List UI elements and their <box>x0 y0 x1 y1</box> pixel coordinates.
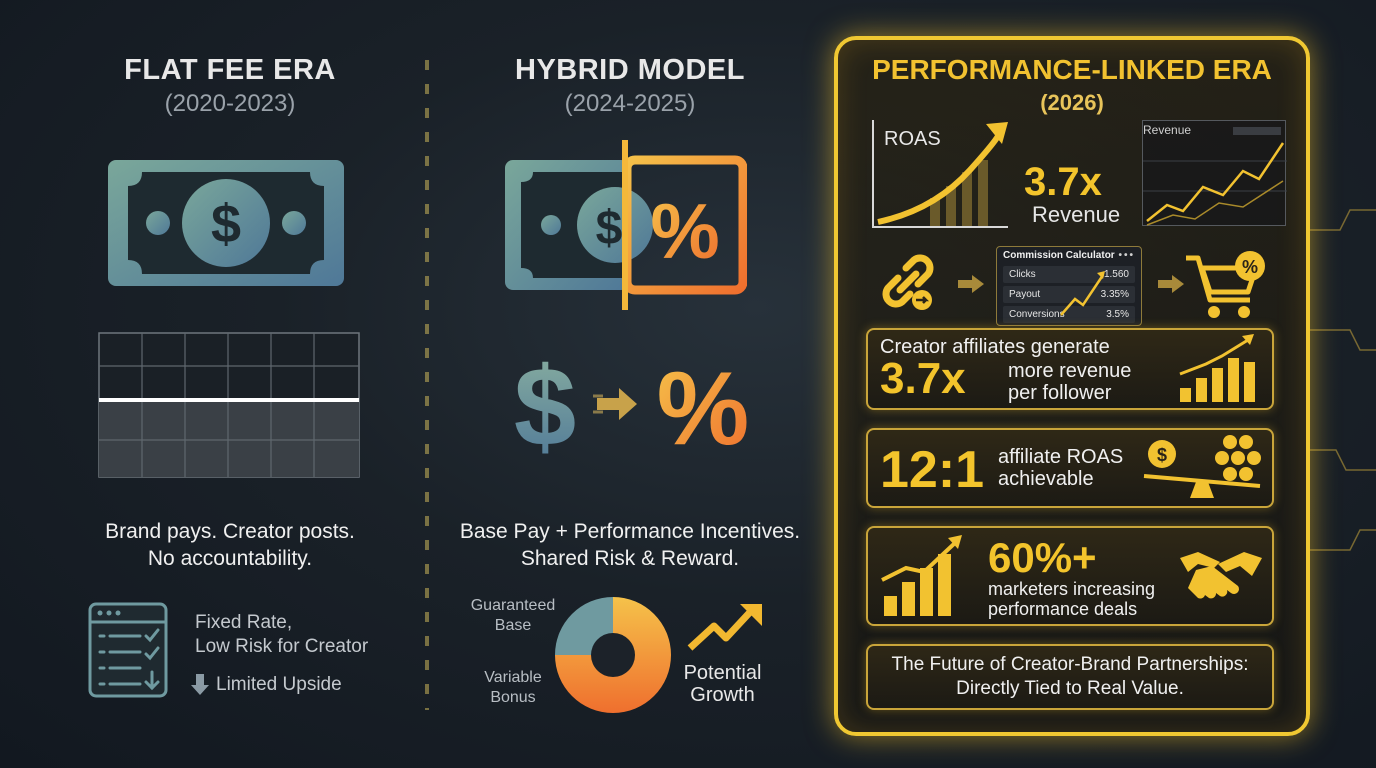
arrow-right-icon-2 <box>1158 275 1184 293</box>
circuit-decoration <box>1310 209 1376 551</box>
revenue-chart-label: Revenue <box>1143 123 1192 137</box>
stat1-value: 3.7x <box>880 354 966 403</box>
roas-label: ROAS <box>884 128 941 150</box>
hybrid-desc-line1: Base Pay + Performance Incentives. <box>459 520 801 543</box>
svg-text:$: $ <box>596 202 623 255</box>
svg-text:$: $ <box>514 344 576 460</box>
stat1-text-line2: per follower <box>1008 382 1112 404</box>
hybrid-era-title: HYBRID MODEL <box>515 54 745 86</box>
dollar-bill-icon: $ <box>108 160 344 286</box>
multiplier-value: 3.7x <box>1024 160 1102 204</box>
svg-text:$: $ <box>1157 445 1167 465</box>
svg-text:%: % <box>1242 257 1258 277</box>
stat2-value: 12:1 <box>880 441 985 499</box>
handshake-icon <box>1180 552 1262 599</box>
svg-text:$: $ <box>211 194 241 254</box>
commission-calculator: Commission Calculator ••• Clicks 1.560 P… <box>996 246 1142 326</box>
dollar-arrow-percent-icon: $ % <box>514 344 749 460</box>
potential-growth-line1: Potential <box>683 662 762 684</box>
checklist-icon <box>88 602 168 698</box>
donut-chart-icon <box>555 597 671 713</box>
legend-guaranteed-line2: Base <box>494 617 532 634</box>
arrow-right-icon <box>958 275 984 293</box>
stat3-text-line2: performance deals <box>988 599 1138 619</box>
stat1-head: Creator affiliates generate <box>880 336 1110 358</box>
arrow-down-icon <box>190 672 210 701</box>
trend-up-icon <box>687 604 762 651</box>
footer-box <box>866 644 1274 710</box>
flat-note-line1: Fixed Rate, <box>195 612 293 633</box>
stat2-text-line2: achievable <box>998 468 1094 490</box>
growth-bar-chart-icon <box>881 535 962 616</box>
revenue-chart: Revenue <box>1142 120 1287 226</box>
hybrid-era-years: (2024-2025) <box>564 90 696 117</box>
flat-note-line2: Low Risk for Creator <box>195 636 369 657</box>
potential-growth-line2: Growth <box>690 684 755 706</box>
coin-scale-icon: $ <box>1143 435 1261 498</box>
svg-text:%: % <box>650 187 719 275</box>
legend-variable-line2: Bonus <box>490 689 536 706</box>
flat-era-title: FLAT FEE ERA <box>124 54 336 86</box>
calculator-title: Commission Calculator <box>1003 249 1115 261</box>
svg-text:%: % <box>657 351 749 460</box>
roas-chart: ROAS <box>872 120 1008 228</box>
calculator-row-payout: Payout 3.35% <box>1003 286 1135 303</box>
shopping-cart-icon: % <box>1186 251 1265 318</box>
calculator-trend-icon <box>1060 271 1105 316</box>
legend-variable-line1: Variable <box>484 669 542 686</box>
stat3-value: 60%+ <box>988 534 1097 581</box>
flat-era-years: (2020-2023) <box>164 90 296 117</box>
footer-line2: Directly Tied to Real Value. <box>956 678 1184 699</box>
performance-era-years: (2026) <box>1040 90 1104 115</box>
hybrid-desc-line2: Shared Risk & Reward. <box>520 547 740 570</box>
dollar-to-percent-icon: $ % <box>505 140 747 310</box>
window-dots-icon: ••• <box>1118 249 1135 261</box>
flat-fee-grid-chart <box>98 332 360 478</box>
flat-desc-line2: No accountability. <box>147 547 313 570</box>
flat-note-line3: Limited Upside <box>216 674 342 695</box>
multiplier-label: Revenue <box>1032 202 1121 227</box>
stat3-text-line1: marketers increasing <box>988 579 1156 599</box>
flat-desc-line1: Brand pays. Creator posts. <box>105 520 355 543</box>
legend-guaranteed-line1: Guaranteed <box>470 597 556 614</box>
link-icon <box>882 254 934 310</box>
footer-line1: The Future of Creator-Brand Partnerships… <box>891 654 1249 675</box>
stat1-text-line1: more revenue <box>1008 360 1132 382</box>
calculator-row-conversions: Conversions 3.5% <box>1003 306 1135 323</box>
stat2-text-line1: affiliate ROAS <box>998 446 1124 468</box>
bar-chart-icon <box>1179 334 1255 402</box>
era-divider <box>425 60 429 710</box>
performance-era-title: PERFORMANCE-LINKED ERA <box>872 54 1272 85</box>
